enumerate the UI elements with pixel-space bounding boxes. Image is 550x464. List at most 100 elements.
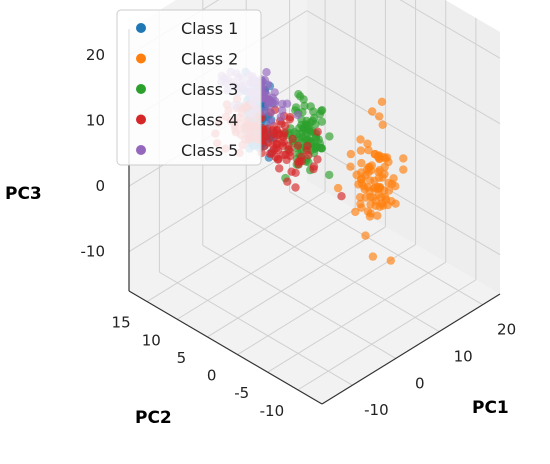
data-point xyxy=(268,93,277,102)
x-axis-line xyxy=(321,293,501,405)
x-tick-label: 0 xyxy=(415,374,425,392)
data-point xyxy=(387,197,396,206)
data-point xyxy=(346,149,356,159)
data-point xyxy=(364,146,373,155)
data-point xyxy=(277,119,286,128)
data-point xyxy=(262,68,271,77)
data-point xyxy=(266,108,275,117)
data-point xyxy=(375,112,384,121)
grid-line-y xyxy=(297,279,477,391)
data-point xyxy=(389,174,398,183)
data-point xyxy=(377,97,387,107)
data-point xyxy=(386,256,395,265)
grid-line-z xyxy=(306,75,501,190)
y-tick-label: 15 xyxy=(112,314,131,332)
data-point xyxy=(369,184,379,193)
data-point xyxy=(283,177,292,186)
data-point xyxy=(366,209,375,218)
data-point xyxy=(359,181,368,191)
grid-line-y xyxy=(207,226,386,338)
data-point xyxy=(272,140,282,149)
data-point xyxy=(375,151,384,161)
legend: Class 1 Class 2 Class 3 Class 4 Class 5 xyxy=(116,9,262,166)
grid-line-x xyxy=(289,191,483,306)
data-point xyxy=(333,183,343,193)
legend-marker xyxy=(136,145,146,155)
data-point xyxy=(259,107,268,116)
data-point xyxy=(276,112,285,122)
data-point xyxy=(266,117,275,126)
y-tick-label: 10 xyxy=(142,331,161,349)
data-point xyxy=(367,161,376,170)
data-point xyxy=(311,120,320,129)
data-point xyxy=(293,141,303,150)
grid-line-y xyxy=(176,208,356,320)
y-axis-label: PC2 xyxy=(135,408,172,428)
data-point xyxy=(361,231,370,240)
legend-marker xyxy=(136,114,146,125)
grid-line-x xyxy=(159,271,353,386)
data-point xyxy=(399,154,408,163)
data-point xyxy=(368,107,377,116)
legend-label: Class 3 xyxy=(181,80,238,99)
data-point xyxy=(278,106,287,115)
x-tick-label: 10 xyxy=(454,348,473,366)
z-tick-label: 20 xyxy=(86,46,105,64)
data-point xyxy=(303,141,312,150)
legend-marker xyxy=(136,23,146,33)
data-point xyxy=(299,95,308,104)
x-tick-label: 20 xyxy=(497,321,516,339)
data-point xyxy=(313,127,322,136)
data-point xyxy=(337,192,346,201)
data-point xyxy=(371,197,381,206)
z-axis-label: PC3 xyxy=(5,184,42,204)
data-point xyxy=(363,139,372,148)
data-point xyxy=(315,109,325,119)
data-point xyxy=(378,120,387,129)
data-point xyxy=(325,170,334,180)
data-point xyxy=(297,152,306,161)
data-point xyxy=(293,110,302,120)
x-axis-label: PC1 xyxy=(472,398,509,418)
data-point xyxy=(325,132,334,141)
legend-marker xyxy=(136,53,146,64)
data-point xyxy=(273,155,283,164)
data-point xyxy=(357,158,366,168)
data-point xyxy=(357,203,366,212)
data-point xyxy=(373,211,382,220)
grid-line-x xyxy=(202,244,397,359)
legend-label: Class 5 xyxy=(181,141,238,160)
data-point xyxy=(351,207,360,217)
data-point xyxy=(291,103,301,112)
z-tick-label: 10 xyxy=(86,112,105,130)
data-point xyxy=(317,117,327,126)
z-tick-label: 0 xyxy=(95,177,105,195)
grid-line-z xyxy=(399,0,501,59)
data-point xyxy=(309,162,319,171)
data-point xyxy=(306,102,315,111)
legend-box xyxy=(116,9,262,166)
series-2-points xyxy=(333,97,408,265)
legend-label: Class 1 xyxy=(181,19,238,38)
data-point xyxy=(288,134,297,143)
data-point xyxy=(304,151,313,160)
grid-line-y xyxy=(146,191,326,303)
data-point xyxy=(291,168,300,177)
y-tick-label: -10 xyxy=(260,402,285,420)
data-point xyxy=(301,126,310,135)
data-point xyxy=(356,146,366,155)
data-point xyxy=(300,101,309,111)
legend-label: Class 2 xyxy=(181,50,238,69)
data-point xyxy=(375,165,384,175)
data-point xyxy=(291,183,300,192)
data-point xyxy=(382,153,392,162)
data-point xyxy=(286,151,295,161)
data-point xyxy=(355,193,365,202)
data-point xyxy=(313,155,322,164)
z-tick-label: -10 xyxy=(81,243,106,261)
tick-labels: -10 0 10 20 -10 -5 0 5 10 15 -10 0 10 20 xyxy=(81,46,517,420)
data-point xyxy=(368,252,378,261)
data-point xyxy=(346,162,355,171)
grid-line-z xyxy=(306,10,501,125)
